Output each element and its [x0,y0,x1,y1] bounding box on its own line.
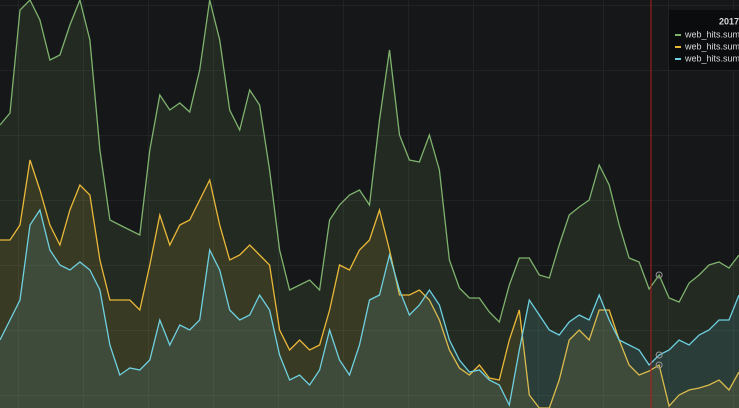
area [0,210,739,408]
hover-point [655,361,663,369]
legend-label: web_hits.sum: [684,29,739,39]
tooltip-title: 2017- [719,16,739,26]
line [0,208,739,408]
tooltip: 2017- web_hits.sum: web_hits.sum { web_hit… [669,10,739,70]
hover-markers [655,271,663,369]
line [0,0,739,324]
area [0,160,739,408]
line [0,159,739,408]
legend-label: web_hits.sum { [684,53,739,63]
hover-point [655,271,663,279]
hover-point [655,351,663,359]
legend-label: web_hits.sum { [684,41,739,51]
